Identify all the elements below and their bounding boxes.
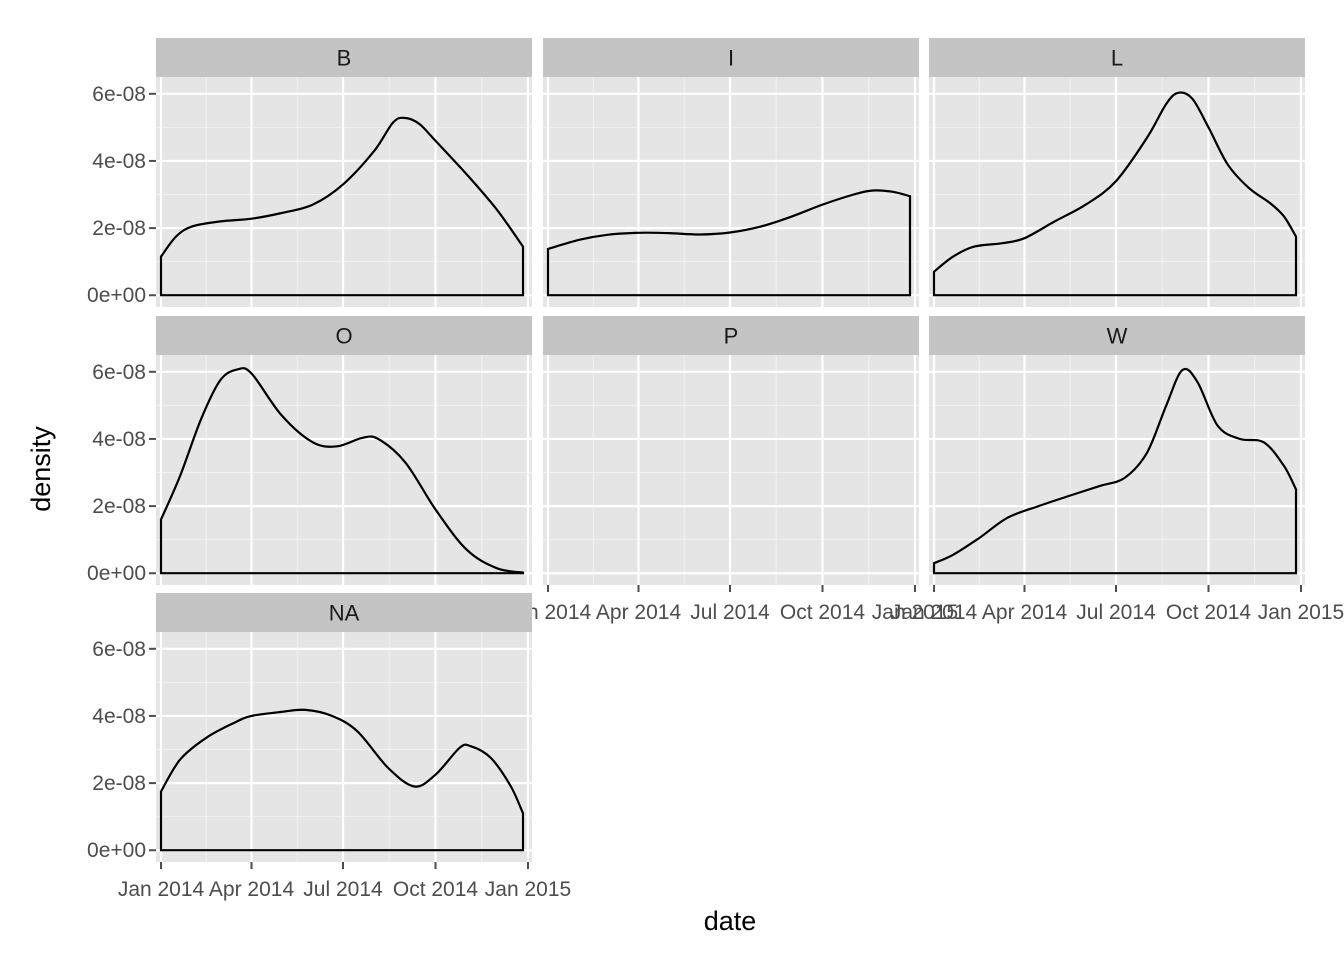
facet-panel-i: I — [543, 38, 919, 307]
facet-strip — [543, 38, 919, 77]
y-tick-label: 4e-08 — [92, 428, 146, 451]
facet-strip — [156, 316, 532, 355]
facet-panel-o: O 0e+00 2e-08 4e-08 6e-08 — [87, 316, 532, 585]
y-tick-label: 4e-08 — [92, 150, 146, 173]
x-tick-label: Oct 2014 — [1166, 601, 1252, 624]
x-axis-title: date — [704, 906, 757, 936]
x-tick-label: Jan 2015 — [1258, 601, 1344, 624]
y-tick-label: 2e-08 — [92, 217, 146, 240]
facet-panel-b: B 0e+00 2e-08 4e-08 6e-08 — [87, 38, 532, 307]
density-curve-b — [159, 116, 525, 297]
y-tick-label: 6e-08 — [92, 638, 146, 661]
y-tick-label: 2e-08 — [92, 772, 146, 795]
facet-panel-na: NA 0e+00 2e-08 4e-08 6e-08 Jan 2014 Apr 2014 Ju… — [87, 593, 571, 901]
y-tick-label: 0e+00 — [87, 839, 146, 862]
facet-strip-label: B — [337, 46, 352, 71]
y-tick-label: 0e+00 — [87, 562, 146, 585]
x-tick-label: Oct 2014 — [780, 601, 866, 624]
y-axis-title: density — [26, 426, 56, 512]
density-curve-na — [159, 708, 525, 852]
facet-panel-w: W Jan 2014 Apr 2014 Jul 2014 Oct 2014 Jan 201… — [891, 316, 1344, 624]
facet-panels: B 0e+00 2e-08 4e-08 6e-08 I L O 0e+00 2e-08 4e-08 6… — [87, 38, 1344, 901]
y-tick-label: 4e-08 — [92, 705, 146, 728]
x-tick-label: Oct 2014 — [393, 878, 479, 901]
facet-strip — [543, 316, 919, 355]
x-tick-label: Jan 2014 — [118, 878, 205, 901]
x-tick-label: Jul 2014 — [690, 601, 770, 624]
density-curve-i — [546, 189, 912, 297]
density-curve-w — [932, 367, 1298, 575]
density-curve-l — [932, 91, 1298, 297]
y-tick-label: 6e-08 — [92, 83, 146, 106]
x-tick-label: Apr 2014 — [982, 601, 1068, 624]
facet-strip-label: P — [724, 324, 739, 349]
x-tick-label: Apr 2014 — [596, 601, 682, 624]
x-tick-label: Jul 2014 — [1076, 601, 1156, 624]
facet-panel-l: L — [929, 38, 1305, 307]
y-tick-label: 2e-08 — [92, 495, 146, 518]
facet-strip-label: I — [728, 46, 734, 71]
x-tick-label: Jan 2015 — [485, 878, 571, 901]
x-tick-label: Jul 2014 — [303, 878, 383, 901]
x-tick-label: Apr 2014 — [209, 878, 295, 901]
y-tick-label: 0e+00 — [87, 284, 146, 307]
facet-strip-label: W — [1107, 324, 1128, 349]
facet-strip — [929, 316, 1305, 355]
facet-strip-label: L — [1111, 46, 1123, 71]
facet-strip — [156, 38, 532, 77]
density-curve-o — [159, 367, 525, 575]
facet-strip-label: O — [335, 324, 352, 349]
facet-strip — [156, 593, 532, 632]
facet-strip-label: NA — [329, 601, 360, 626]
y-tick-label: 6e-08 — [92, 361, 146, 384]
facet-strip — [929, 38, 1305, 77]
x-tick-label: Jan 2015 — [872, 601, 958, 624]
x-tick-label: Jan 2014 — [891, 601, 978, 624]
